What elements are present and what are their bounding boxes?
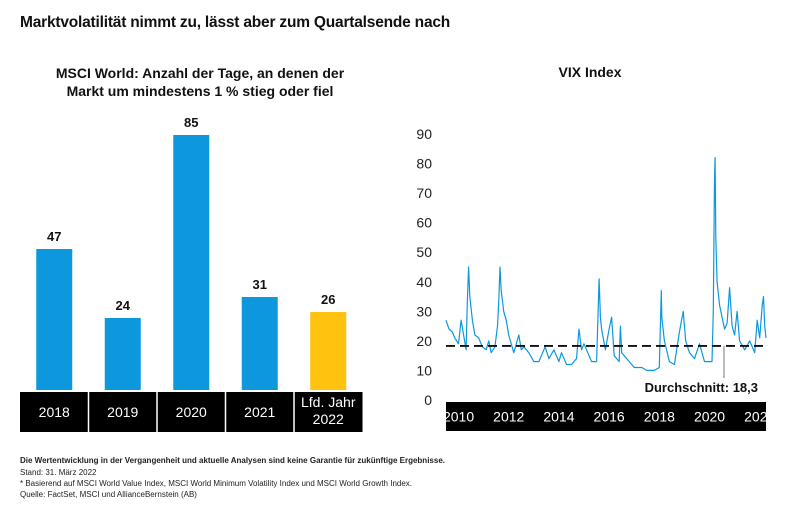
- vix-xtick-label: 2020: [694, 409, 725, 425]
- vix-series-line: [445, 157, 767, 371]
- footnote-note: * Basierend auf MSCI World Value Index, …: [20, 479, 413, 488]
- vix-average-label: Durchschnitt: 18,3: [645, 380, 758, 395]
- vix-ytick-label: 60: [416, 215, 432, 231]
- bar-chart-title-line1: MSCI World: Anzahl der Tage, an denen de…: [55, 65, 345, 81]
- bar-value-label: 47: [47, 229, 61, 244]
- bar-category-label: 2018: [39, 404, 70, 420]
- bar-chart-title: MSCI World: Anzahl der Tage, an denen de…: [30, 64, 370, 100]
- vix-xtick-label: 2012: [493, 409, 524, 425]
- footnote-source: Quelle: FactSet, MSCI und AllianceBernst…: [20, 490, 197, 499]
- vix-xtick-label: 2014: [543, 409, 574, 425]
- vix-ytick-label: 90: [416, 126, 432, 142]
- bar-0: [36, 249, 73, 390]
- vix-xtick-label: 2010: [443, 409, 474, 425]
- vix-xtick-label: 2022: [744, 409, 775, 425]
- footnote-date: Stand: 31. März 2022: [20, 468, 97, 477]
- bar-category-label: 2021: [244, 404, 275, 420]
- vix-ytick-label: 40: [416, 274, 432, 290]
- vix-line-chart: 0 10 20 30 40 50 60 70 80 90 2010 2012 2014 2016 2018 2…: [416, 126, 776, 431]
- vix-ytick-label: 10: [416, 362, 432, 378]
- bar-2: [173, 135, 210, 390]
- bar-chart: 47 2018 24 2019 85 2020 31 2021 26 Lfd. Jahr 2022: [20, 115, 363, 432]
- bar-value-label: 24: [116, 298, 131, 313]
- vix-ytick-label: 30: [416, 303, 432, 319]
- vix-xtick-label: 2018: [644, 409, 675, 425]
- bar-category-label: Lfd. Jahr 2022: [301, 394, 356, 427]
- vix-ytick-label: 80: [416, 156, 432, 172]
- bar-1: [104, 318, 141, 390]
- bar-value-label: 31: [253, 277, 267, 292]
- vix-ytick-label: 0: [424, 392, 432, 408]
- page-title: Marktvolatilität nimmt zu, lässt aber zu…: [20, 14, 451, 31]
- vix-ytick-label: 70: [416, 185, 432, 201]
- bar-3: [241, 297, 278, 390]
- bar-value-label: 26: [321, 292, 335, 307]
- vix-chart-title: VIX Index: [558, 64, 622, 80]
- vix-xtick-label: 2016: [594, 409, 625, 425]
- vix-xaxis-band: [446, 402, 766, 431]
- bar-category-label: 2019: [107, 404, 138, 420]
- vix-ytick-label: 20: [416, 333, 432, 349]
- bar-value-label: 85: [184, 115, 198, 130]
- bar-category-label: 2020: [176, 404, 207, 420]
- bar-chart-title-line2: Markt um mindestens 1 % stieg oder fiel: [66, 83, 334, 99]
- vix-ytick-label: 50: [416, 244, 432, 260]
- bar-4: [310, 312, 347, 390]
- bar-category-band: [20, 392, 363, 432]
- footnote-disclaimer: Die Wertentwicklung in der Vergangenheit…: [20, 456, 445, 465]
